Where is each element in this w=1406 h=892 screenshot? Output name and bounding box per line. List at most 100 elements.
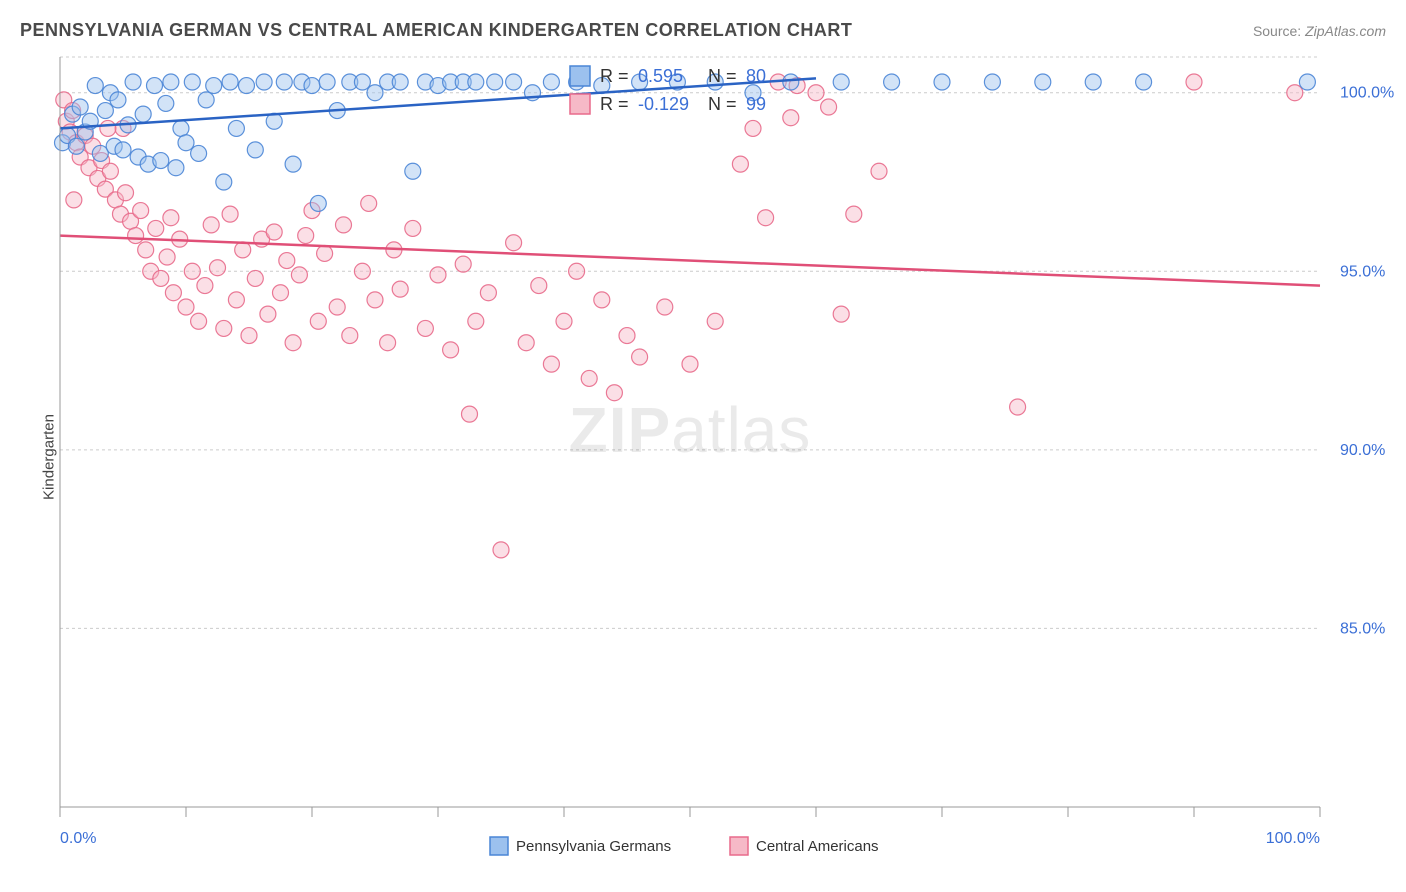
data-point — [594, 292, 610, 308]
data-point — [198, 92, 214, 108]
chart-container: Kindergarten ZIPatlas0.0%100.0%85.0%90.0… — [0, 47, 1406, 867]
data-point — [569, 263, 585, 279]
y-tick-label: 100.0% — [1340, 85, 1394, 102]
data-point — [707, 313, 723, 329]
legend-n-value: 99 — [746, 94, 766, 114]
x-tick-label: 100.0% — [1266, 830, 1320, 847]
data-point — [354, 263, 370, 279]
data-point — [821, 99, 837, 115]
data-point — [72, 99, 88, 115]
data-point — [153, 270, 169, 286]
data-point — [285, 156, 301, 172]
data-point — [336, 217, 352, 233]
data-point — [228, 120, 244, 136]
data-point — [291, 267, 307, 283]
data-point — [276, 74, 292, 90]
data-point — [68, 138, 84, 154]
data-point — [118, 185, 134, 201]
data-point — [310, 195, 326, 211]
data-point — [247, 270, 263, 286]
data-point — [256, 74, 272, 90]
data-point — [159, 249, 175, 265]
data-point — [191, 313, 207, 329]
data-point — [100, 120, 116, 136]
data-point — [543, 356, 559, 372]
legend-r-label: R = — [600, 66, 629, 86]
data-point — [266, 224, 282, 240]
data-point — [543, 74, 559, 90]
data-point — [165, 285, 181, 301]
data-point — [298, 228, 314, 244]
data-point — [135, 106, 151, 122]
data-point — [110, 92, 126, 108]
data-point — [222, 206, 238, 222]
data-point — [310, 313, 326, 329]
data-point — [66, 192, 82, 208]
y-tick-label: 95.0% — [1340, 263, 1385, 280]
data-point — [833, 306, 849, 322]
data-point — [184, 74, 200, 90]
data-point — [758, 210, 774, 226]
data-point — [1136, 74, 1152, 90]
data-point — [846, 206, 862, 222]
data-point — [147, 78, 163, 94]
data-point — [367, 85, 383, 101]
legend-series-label: Central Americans — [756, 838, 879, 855]
legend-n-label: N = — [708, 94, 737, 114]
data-point — [506, 74, 522, 90]
data-point — [148, 220, 164, 236]
data-point — [361, 195, 377, 211]
source-prefix: Source: — [1253, 23, 1305, 39]
chart-source: Source: ZipAtlas.com — [1253, 23, 1386, 39]
data-point — [184, 263, 200, 279]
data-point — [319, 74, 335, 90]
data-point — [178, 299, 194, 315]
data-point — [405, 220, 421, 236]
data-point — [1085, 74, 1101, 90]
data-point — [984, 74, 1000, 90]
data-point — [405, 163, 421, 179]
data-point — [392, 281, 408, 297]
data-point — [241, 328, 257, 344]
data-point — [1299, 74, 1315, 90]
data-point — [206, 78, 222, 94]
data-point — [354, 74, 370, 90]
data-point — [657, 299, 673, 315]
data-point — [443, 342, 459, 358]
data-point — [163, 74, 179, 90]
data-point — [392, 74, 408, 90]
data-point — [1035, 74, 1051, 90]
data-point — [216, 174, 232, 190]
data-point — [556, 313, 572, 329]
legend-swatch — [730, 837, 748, 855]
data-point — [462, 406, 478, 422]
data-point — [480, 285, 496, 301]
data-point — [216, 320, 232, 336]
data-point — [493, 542, 509, 558]
data-point — [581, 370, 597, 386]
data-point — [934, 74, 950, 90]
data-point — [1287, 85, 1303, 101]
data-point — [203, 217, 219, 233]
chart-title: PENNSYLVANIA GERMAN VS CENTRAL AMERICAN … — [20, 20, 852, 41]
data-point — [808, 85, 824, 101]
data-point — [247, 142, 263, 158]
data-point — [153, 153, 169, 169]
data-point — [138, 242, 154, 258]
data-point — [97, 103, 113, 119]
data-point — [191, 145, 207, 161]
data-point — [380, 335, 396, 351]
data-point — [682, 356, 698, 372]
data-point — [222, 74, 238, 90]
data-point — [128, 228, 144, 244]
legend-r-label: R = — [600, 94, 629, 114]
data-point — [317, 245, 333, 261]
data-point — [632, 349, 648, 365]
data-point — [531, 278, 547, 294]
data-point — [115, 142, 131, 158]
data-point — [279, 253, 295, 269]
data-point — [1010, 399, 1026, 415]
data-point — [273, 285, 289, 301]
watermark: ZIPatlas — [569, 394, 812, 466]
y-tick-label: 90.0% — [1340, 442, 1385, 459]
